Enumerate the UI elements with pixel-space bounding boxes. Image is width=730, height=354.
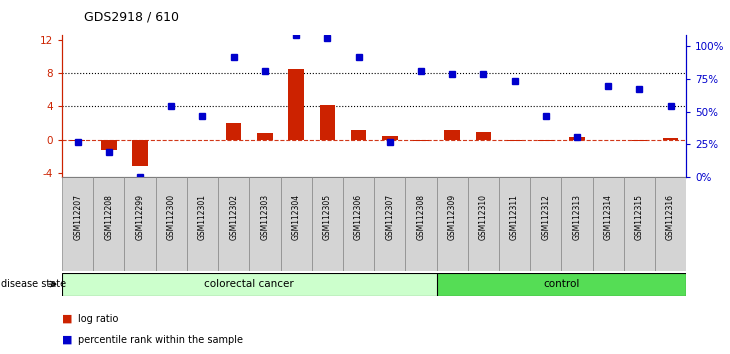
Text: GSM112307: GSM112307 xyxy=(385,194,394,240)
Text: GSM112308: GSM112308 xyxy=(416,194,426,240)
Bar xyxy=(195,139,210,140)
Text: GSM112303: GSM112303 xyxy=(261,194,269,240)
Text: GSM112300: GSM112300 xyxy=(166,194,176,240)
Bar xyxy=(445,130,460,139)
Bar xyxy=(655,177,686,271)
Text: GSM112207: GSM112207 xyxy=(73,194,82,240)
Text: percentile rank within the sample: percentile rank within the sample xyxy=(78,335,243,345)
Bar xyxy=(62,273,437,296)
Bar xyxy=(374,177,405,271)
Bar xyxy=(101,139,117,149)
Bar xyxy=(132,139,148,166)
Bar xyxy=(218,177,250,271)
Bar xyxy=(320,104,335,139)
Text: log ratio: log ratio xyxy=(78,314,118,324)
Bar xyxy=(155,177,187,271)
Bar xyxy=(382,136,398,139)
Bar xyxy=(249,177,280,271)
Text: GSM112305: GSM112305 xyxy=(323,194,332,240)
Bar xyxy=(561,177,593,271)
Text: GSM112315: GSM112315 xyxy=(635,194,644,240)
Bar xyxy=(499,177,530,271)
Text: GSM112299: GSM112299 xyxy=(136,194,145,240)
Bar xyxy=(93,177,124,271)
Bar xyxy=(600,139,616,140)
Bar xyxy=(280,177,312,271)
Text: GSM112304: GSM112304 xyxy=(291,194,301,240)
Bar xyxy=(312,177,343,271)
Text: GDS2918 / 610: GDS2918 / 610 xyxy=(84,11,179,24)
Text: disease state: disease state xyxy=(1,279,66,289)
Bar xyxy=(413,139,429,141)
Text: GSM112314: GSM112314 xyxy=(604,194,612,240)
Text: GSM112306: GSM112306 xyxy=(354,194,363,240)
Bar xyxy=(187,177,218,271)
Bar xyxy=(530,177,561,271)
Bar xyxy=(507,139,523,141)
Text: ■: ■ xyxy=(62,335,72,345)
Text: GSM112301: GSM112301 xyxy=(198,194,207,240)
Text: GSM112302: GSM112302 xyxy=(229,194,238,240)
Bar xyxy=(405,177,437,271)
Bar xyxy=(343,177,374,271)
Text: colorectal cancer: colorectal cancer xyxy=(204,279,294,289)
Bar xyxy=(468,177,499,271)
Bar xyxy=(663,138,678,139)
Bar xyxy=(257,133,273,139)
Bar xyxy=(538,139,553,141)
Bar xyxy=(70,139,85,141)
Bar xyxy=(62,177,93,271)
Text: GSM112312: GSM112312 xyxy=(541,194,550,240)
Bar xyxy=(164,139,179,140)
Bar xyxy=(631,139,648,141)
Bar xyxy=(124,177,155,271)
Text: GSM112311: GSM112311 xyxy=(510,194,519,240)
Bar xyxy=(437,177,468,271)
Bar xyxy=(288,69,304,139)
Text: GSM112309: GSM112309 xyxy=(447,194,457,240)
Text: GSM112310: GSM112310 xyxy=(479,194,488,240)
Text: GSM112316: GSM112316 xyxy=(666,194,675,240)
Bar xyxy=(475,132,491,139)
Bar xyxy=(226,123,242,139)
Bar xyxy=(350,130,366,139)
Text: control: control xyxy=(543,279,580,289)
Bar xyxy=(624,177,655,271)
Text: ■: ■ xyxy=(62,314,72,324)
Bar xyxy=(593,177,624,271)
Text: GSM112208: GSM112208 xyxy=(104,194,113,240)
Bar xyxy=(437,273,686,296)
Bar xyxy=(569,137,585,139)
Text: GSM112313: GSM112313 xyxy=(572,194,582,240)
